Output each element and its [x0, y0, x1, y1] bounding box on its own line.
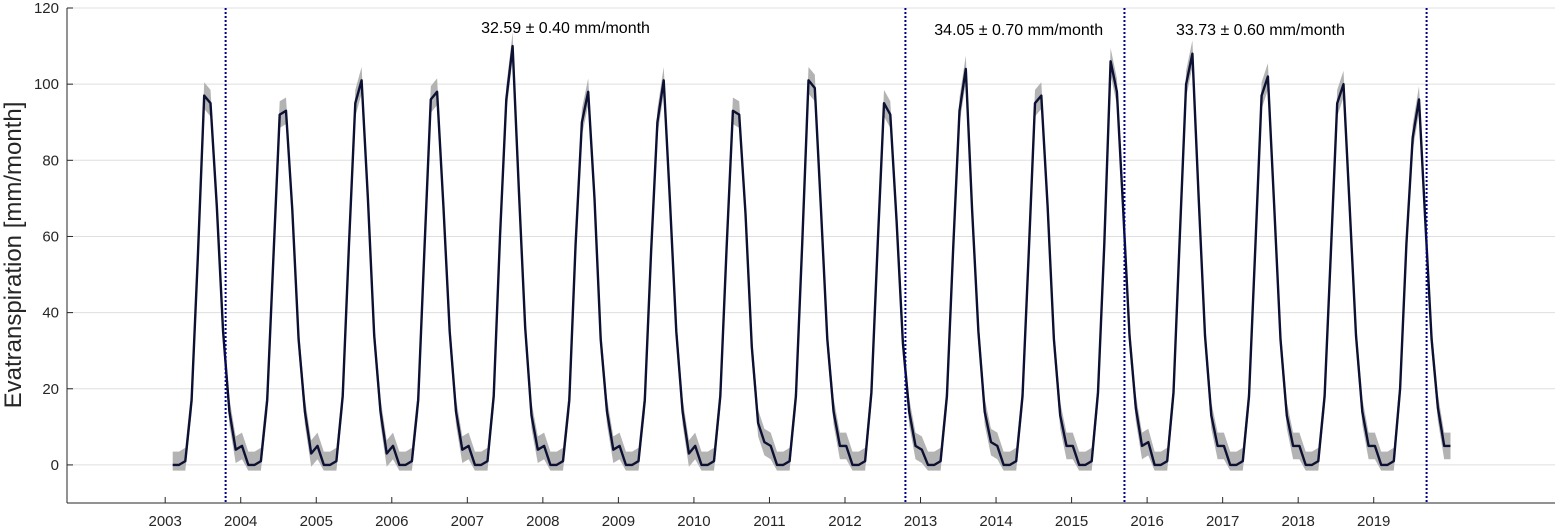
breakpoint-lines	[224, 8, 1428, 503]
series-line	[172, 44, 1451, 467]
y-tick-label: 60	[42, 228, 59, 245]
trend-annotation: 32.59 ± 0.40 mm/month	[481, 20, 650, 37]
series-line-group	[172, 44, 1451, 467]
y-tick-label: 40	[42, 305, 59, 322]
y-tick-label: 80	[42, 152, 59, 169]
x-tick-label: 2006	[375, 513, 408, 529]
x-tick-label: 2008	[526, 513, 559, 529]
y-axis-label: Evatranspiration [mm/month]	[0, 102, 27, 409]
x-tick-label: 2014	[979, 513, 1012, 529]
x-tick-label: 2018	[1282, 513, 1315, 529]
uncertainty-band	[172, 32, 1451, 471]
x-tick-label: 2016	[1130, 513, 1163, 529]
y-tick-label: 120	[34, 0, 59, 17]
x-tick-label: 2019	[1357, 513, 1390, 529]
x-tick-label: 2009	[602, 513, 635, 529]
annotations: 32.59 ± 0.40 mm/month 34.05 ± 0.70 mm/mon…	[481, 20, 1345, 39]
x-tick-label: 2010	[677, 513, 710, 529]
x-tick-label: 2012	[828, 513, 861, 529]
x-tick-label: 2005	[300, 513, 333, 529]
x-tick-label: 2013	[904, 513, 937, 529]
trend-annotation: 33.73 ± 0.60 mm/month	[1176, 22, 1345, 39]
uncertainty-band-group	[172, 32, 1451, 471]
x-tick-label: 2017	[1206, 513, 1239, 529]
x-tick-label: 2004	[224, 513, 257, 529]
x-tick-label: 2015	[1055, 513, 1088, 529]
y-tick-label: 20	[42, 381, 59, 398]
axes	[66, 7, 1555, 504]
x-tick-label: 2007	[451, 513, 484, 529]
x-tick-label: 2003	[149, 513, 182, 529]
tick-labels: 0 20 40 60 80 100 120 2003 2004 2005 2006 2007 2008 2…	[34, 0, 1390, 529]
y-tick-label: 100	[34, 76, 59, 93]
x-tick-label: 2011	[753, 513, 785, 529]
trend-annotation: 34.05 ± 0.70 mm/month	[934, 22, 1103, 39]
y-tick-label: 0	[51, 457, 59, 474]
